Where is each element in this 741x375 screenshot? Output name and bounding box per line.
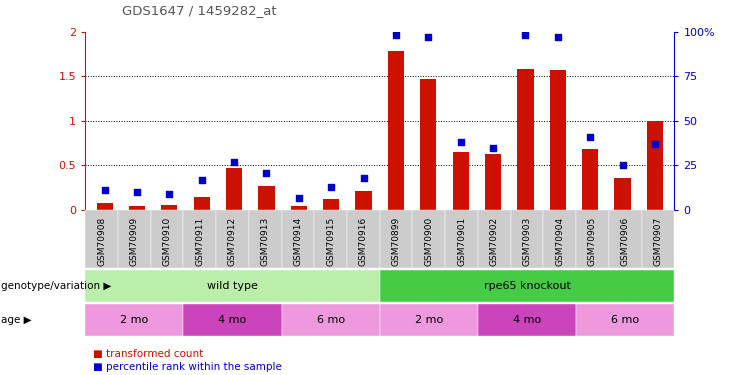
- Point: [519, 33, 531, 39]
- Point: [455, 140, 467, 146]
- Bar: [259, 186, 275, 210]
- Point: [261, 170, 273, 176]
- Point: [584, 134, 596, 140]
- Point: [358, 175, 370, 181]
- Point: [164, 191, 176, 197]
- Bar: [96, 203, 113, 210]
- Text: GSM70915: GSM70915: [326, 217, 335, 266]
- Text: ■ percentile rank within the sample: ■ percentile rank within the sample: [93, 362, 282, 372]
- Text: 6 mo: 6 mo: [316, 315, 345, 325]
- Text: GSM70906: GSM70906: [621, 217, 630, 266]
- Bar: [356, 191, 372, 210]
- Point: [617, 162, 628, 168]
- Point: [325, 184, 337, 190]
- Text: GSM70916: GSM70916: [359, 217, 368, 266]
- Bar: [453, 152, 469, 210]
- Point: [422, 34, 434, 40]
- Bar: [193, 196, 210, 210]
- Text: GSM70913: GSM70913: [261, 217, 270, 266]
- Text: genotype/variation ▶: genotype/variation ▶: [1, 281, 111, 291]
- Bar: [388, 51, 404, 210]
- Text: 4 mo: 4 mo: [513, 315, 541, 325]
- Bar: [420, 79, 436, 210]
- Text: 6 mo: 6 mo: [611, 315, 639, 325]
- Text: GSM70914: GSM70914: [293, 217, 302, 266]
- Text: 4 mo: 4 mo: [219, 315, 247, 325]
- Point: [649, 141, 661, 147]
- Text: age ▶: age ▶: [1, 315, 31, 325]
- Text: GSM70900: GSM70900: [425, 217, 433, 266]
- Text: GSM70902: GSM70902: [490, 217, 499, 266]
- Bar: [647, 121, 663, 210]
- Text: 2 mo: 2 mo: [120, 315, 148, 325]
- Point: [131, 189, 143, 195]
- Text: GSM70909: GSM70909: [130, 217, 139, 266]
- Point: [99, 188, 110, 194]
- Bar: [485, 154, 501, 210]
- Bar: [582, 149, 598, 210]
- Bar: [290, 206, 307, 210]
- Bar: [517, 69, 534, 210]
- Bar: [162, 205, 177, 210]
- Point: [228, 159, 240, 165]
- Point: [390, 33, 402, 39]
- Point: [196, 177, 207, 183]
- Bar: [614, 178, 631, 210]
- Bar: [550, 70, 566, 210]
- Point: [487, 145, 499, 151]
- Text: GSM70904: GSM70904: [555, 217, 564, 266]
- Text: wild type: wild type: [207, 281, 258, 291]
- Point: [293, 195, 305, 201]
- Bar: [226, 168, 242, 210]
- Text: GSM70905: GSM70905: [588, 217, 597, 266]
- Text: 2 mo: 2 mo: [415, 315, 443, 325]
- Text: GSM70910: GSM70910: [162, 217, 171, 266]
- Text: GDS1647 / 1459282_at: GDS1647 / 1459282_at: [122, 4, 277, 17]
- Text: GSM70901: GSM70901: [457, 217, 466, 266]
- Text: GSM70907: GSM70907: [654, 217, 662, 266]
- Text: ■ transformed count: ■ transformed count: [93, 350, 203, 359]
- Text: GSM70908: GSM70908: [97, 217, 106, 266]
- Text: GSM70903: GSM70903: [522, 217, 531, 266]
- Text: GSM70899: GSM70899: [392, 217, 401, 266]
- Text: GSM70911: GSM70911: [196, 217, 205, 266]
- Bar: [129, 206, 145, 210]
- Text: rpe65 knockout: rpe65 knockout: [484, 281, 571, 291]
- Point: [552, 34, 564, 40]
- Bar: [323, 200, 339, 210]
- Text: GSM70912: GSM70912: [228, 217, 237, 266]
